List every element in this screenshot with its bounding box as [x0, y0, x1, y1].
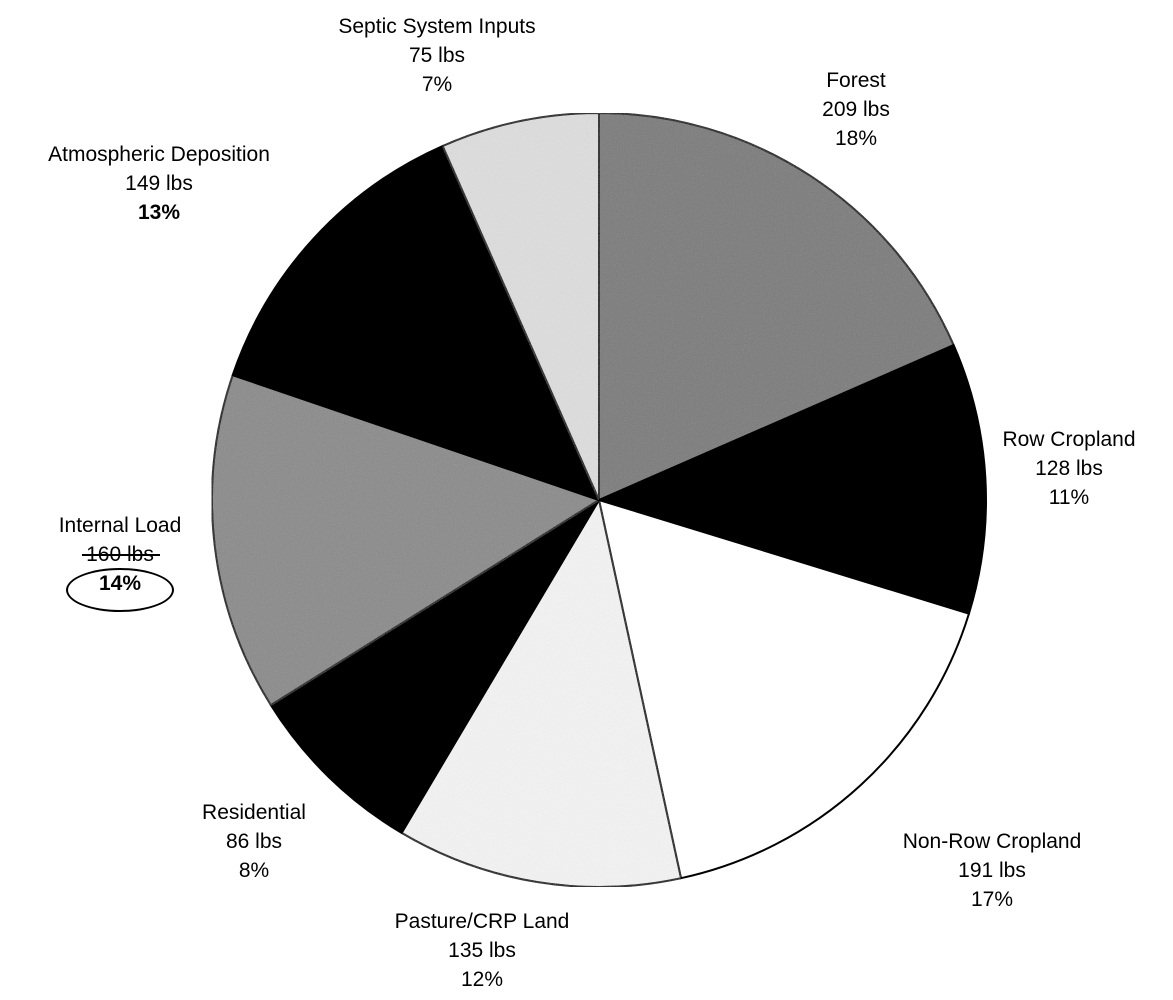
slice-percent: 18%	[834, 127, 878, 150]
slice-value: 135 lbs	[448, 939, 516, 962]
pie-slice-row-cropland	[596, 343, 987, 615]
slice-percent: 7%	[421, 73, 453, 96]
slice-percent: 13%	[137, 201, 181, 224]
slice-label: Pasture/CRP Land	[394, 910, 570, 933]
slice-percent: 17%	[970, 888, 1014, 911]
label-atmospheric-deposition: Atmospheric Deposition 149 lbs 13%	[48, 140, 270, 227]
slice-value: 86 lbs	[225, 830, 283, 853]
pie-slice-non-row-cropland	[597, 498, 971, 880]
slice-value: 191 lbs	[958, 859, 1026, 882]
slice-label: Residential	[202, 801, 306, 824]
slice-percent: 12%	[460, 968, 504, 991]
slice-value: 149 lbs	[125, 172, 193, 195]
label-row-cropland: Row Cropland 128 lbs 11%	[1002, 425, 1135, 512]
pie-slices	[211, 111, 987, 888]
label-forest: Forest 209 lbs 18%	[822, 66, 890, 153]
slice-label: Internal Load	[58, 514, 182, 537]
pie-slice-pasture-crp-land	[400, 497, 683, 888]
pie-slice-residential	[269, 499, 600, 835]
slice-label: Forest	[826, 69, 886, 92]
pie-slice-atmospheric-deposition	[231, 144, 601, 502]
slice-label: Atmospheric Deposition	[48, 143, 270, 166]
strike-through-mark	[82, 554, 160, 556]
pie-slice-forest	[598, 111, 955, 502]
hand-drawn-circle-mark	[66, 568, 174, 612]
pie-slice-internal-load	[211, 373, 602, 707]
label-residential: Residential 86 lbs 8%	[202, 798, 306, 885]
label-non-row-cropland: Non-Row Cropland 191 lbs 17%	[903, 827, 1082, 914]
label-septic-system-inputs: Septic System Inputs 75 lbs 7%	[338, 12, 535, 99]
slice-label: Non-Row Cropland	[902, 830, 1082, 853]
slice-value: 75 lbs	[408, 44, 466, 67]
slice-percent: 11%	[1048, 486, 1090, 509]
slice-value: 128 lbs	[1035, 457, 1103, 480]
pie-slice-septic-system-inputs	[441, 111, 600, 501]
label-pasture-crp-land: Pasture/CRP Land 135 lbs 12%	[395, 907, 570, 994]
slice-value: 209 lbs	[822, 98, 890, 121]
slice-label: Row Cropland	[1002, 428, 1136, 451]
slice-percent: 8%	[238, 859, 270, 882]
slice-label: Septic System Inputs	[338, 15, 536, 38]
